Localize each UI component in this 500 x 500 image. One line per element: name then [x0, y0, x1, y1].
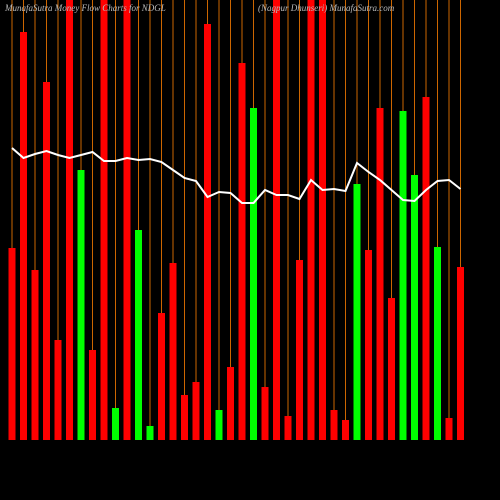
bar — [388, 298, 395, 440]
bar — [284, 416, 292, 440]
bar — [158, 313, 165, 440]
bar — [273, 0, 280, 440]
bar — [204, 24, 211, 440]
chart-subtitle: (Nagpur Dhunseri) MunafaSutra.com — [258, 3, 395, 13]
bar — [31, 270, 39, 440]
bar — [181, 395, 188, 440]
bar — [215, 410, 223, 440]
bar — [238, 63, 246, 440]
bar — [319, 0, 326, 440]
bar — [445, 418, 453, 440]
bar — [365, 250, 372, 440]
bar — [296, 260, 303, 440]
bar — [399, 111, 407, 440]
chart-title: MunafaSutra Money Flow Charts for NDGL — [4, 3, 166, 13]
bar — [112, 408, 119, 440]
bar — [342, 420, 349, 440]
bar — [135, 230, 142, 440]
bar — [20, 32, 27, 440]
bar — [227, 367, 234, 440]
bar — [330, 410, 338, 440]
bar — [353, 184, 361, 440]
bar — [100, 0, 108, 440]
bar — [89, 350, 96, 440]
bar — [66, 0, 73, 440]
bar — [8, 248, 16, 440]
bar — [261, 387, 269, 440]
bar — [123, 0, 131, 440]
bar — [250, 108, 257, 440]
bar — [169, 263, 177, 440]
bar — [411, 175, 418, 440]
bar — [307, 0, 315, 440]
bar — [146, 426, 154, 440]
bar — [192, 382, 200, 440]
bars — [8, 0, 464, 440]
flow-line — [11, 147, 462, 204]
bar — [422, 97, 430, 440]
bar — [43, 82, 50, 440]
bar — [54, 340, 62, 440]
bar — [376, 108, 384, 440]
bar — [77, 170, 85, 440]
bar — [434, 247, 441, 440]
bar — [457, 267, 464, 440]
